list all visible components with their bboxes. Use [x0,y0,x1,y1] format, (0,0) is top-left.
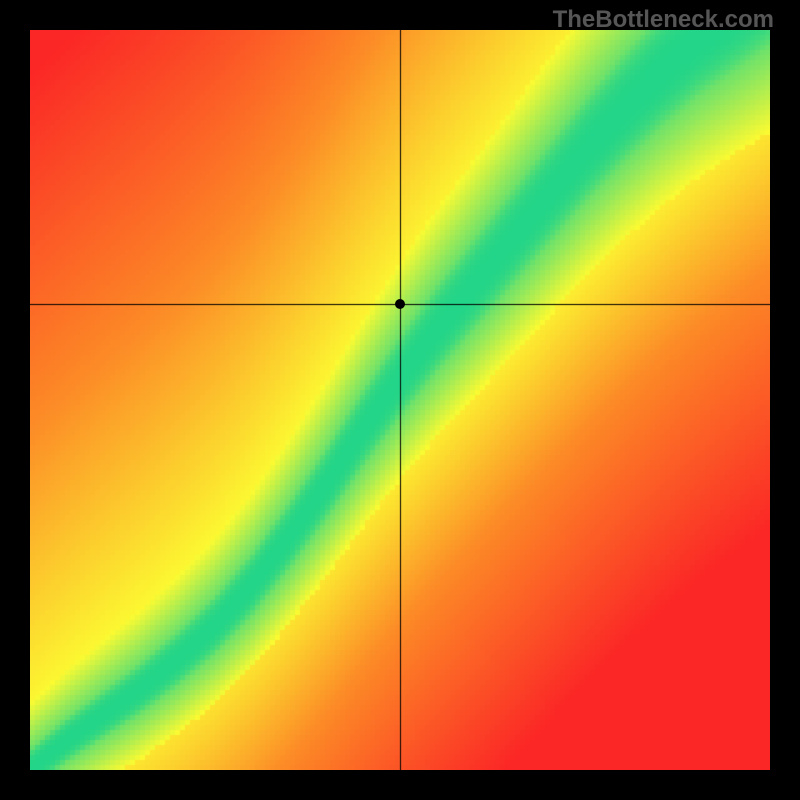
bottleneck-heatmap [30,30,770,770]
crosshair-marker [395,299,405,309]
watermark-text: TheBottleneck.com [553,6,774,34]
